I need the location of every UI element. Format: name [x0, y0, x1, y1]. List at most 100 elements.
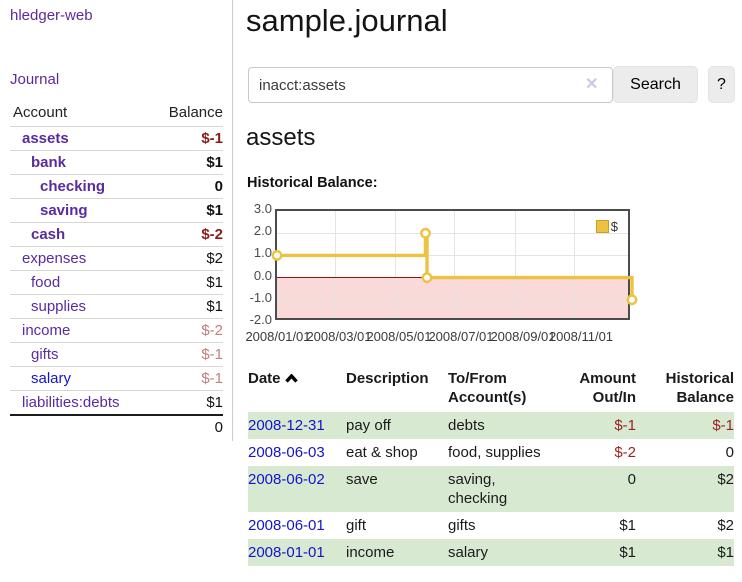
chart-legend: $: [595, 219, 618, 234]
account-link-gifts[interactable]: gifts: [31, 346, 59, 363]
sidebar-item-journal[interactable]: Journal: [10, 71, 60, 88]
y-axis-tick: -2.0: [249, 312, 272, 327]
y-axis-tick: -1.0: [249, 290, 272, 305]
account-balance: $1: [206, 154, 223, 171]
column-header-description: Description: [346, 370, 429, 387]
transaction-balance: $2: [717, 517, 734, 534]
y-axis-tick: 0.0: [253, 268, 272, 283]
x-axis-tick: 2008/09/01: [490, 329, 556, 344]
account-link-checking[interactable]: checking: [40, 178, 106, 195]
account-balance: $1: [206, 274, 223, 291]
account-balance: $1: [206, 394, 223, 411]
app-title-link[interactable]: hledger-web: [10, 7, 93, 24]
accounts-header: Account Balance: [10, 101, 223, 126]
y-axis-tick: 1.0: [253, 245, 272, 260]
account-balance: $-2: [201, 226, 223, 243]
column-header-amount: Amount Out/In: [579, 370, 636, 406]
transaction-description: gift: [346, 517, 367, 534]
search-button[interactable]: Search: [613, 66, 698, 103]
transaction-accounts: salary: [448, 544, 489, 561]
chart-heading: Historical Balance:: [247, 175, 378, 191]
gridline: [277, 255, 628, 256]
y-axis-tick: 3.0: [253, 201, 272, 216]
register-table: Date Description To/From Account(s) Amou…: [248, 365, 734, 566]
register-header-row: Date Description To/From Account(s) Amou…: [248, 365, 734, 412]
transaction-accounts: saving, checking: [448, 471, 508, 507]
gridline: [277, 300, 628, 301]
historical-balance-chart: 3.0 2.0 1.0 0.0 -1.0 -2.0 $ 2008/01/01 2…: [245, 197, 668, 349]
search-input[interactable]: [248, 67, 613, 103]
transaction-amount: $1: [619, 517, 636, 534]
transaction-date-link[interactable]: 2008-12-31: [248, 417, 325, 434]
account-row: checking 0: [10, 174, 223, 198]
accounts-total-row: 0: [10, 414, 223, 439]
transaction-balance: $1: [717, 544, 734, 561]
account-link-expenses[interactable]: expenses: [22, 250, 87, 267]
register-row: 2008-06-02 save saving, checking 0 $2: [248, 466, 734, 512]
account-balance: 0: [214, 178, 223, 195]
account-row: liabilities:debts $1: [10, 390, 223, 414]
transaction-description: save: [346, 471, 378, 488]
transaction-description: eat & shop: [346, 444, 418, 461]
transaction-accounts: food, supplies: [448, 444, 541, 461]
gridline: [395, 211, 396, 318]
accounts-header-balance: Balance: [168, 104, 223, 121]
account-heading: assets: [246, 124, 316, 151]
account-row: food $1: [10, 270, 223, 294]
account-balance: $-1: [201, 370, 223, 387]
account-row: supplies $1: [10, 294, 223, 318]
transaction-date-link[interactable]: 2008-06-03: [248, 444, 325, 461]
gridline: [277, 233, 628, 234]
account-link-saving[interactable]: saving: [40, 202, 88, 219]
column-header-date-label: Date: [248, 370, 281, 387]
register-row: 2008-12-31 pay off debts $-1 $-1: [248, 412, 734, 439]
accounts-header-account: Account: [13, 104, 68, 121]
accounts-panel: Account Balance assets $-1 bank $1 check…: [10, 101, 223, 439]
help-button[interactable]: ?: [708, 66, 735, 103]
transaction-balance: $-1: [712, 417, 734, 434]
chart-plot-area: $: [271, 209, 638, 320]
account-link-bank[interactable]: bank: [31, 154, 67, 171]
transaction-description: income: [346, 544, 395, 561]
transaction-accounts: debts: [448, 417, 485, 434]
gridline: [454, 211, 455, 318]
account-balance: $2: [206, 250, 223, 267]
balance-line-series: [271, 227, 638, 306]
account-link-cash[interactable]: cash: [31, 226, 66, 243]
column-header-balance: Historical Balance: [665, 370, 734, 406]
transaction-amount: $-1: [614, 417, 636, 434]
account-link-supplies[interactable]: supplies: [31, 298, 87, 315]
account-row: expenses $2: [10, 246, 223, 270]
account-balance: $-2: [201, 322, 223, 339]
transaction-amount: $1: [619, 544, 636, 561]
account-link-salary[interactable]: salary: [31, 370, 72, 387]
y-axis-tick: 2.0: [253, 223, 272, 238]
gridline: [574, 211, 575, 318]
x-axis-tick: 2008/11/01: [548, 329, 614, 344]
legend-label: $: [610, 219, 618, 234]
x-axis-tick: 2008/05/01: [366, 329, 432, 344]
clear-search-icon[interactable]: ✕: [585, 76, 599, 93]
transaction-amount: $-2: [614, 444, 636, 461]
transaction-balance: $2: [717, 471, 734, 488]
account-row: income $-2: [10, 318, 223, 342]
x-axis-tick: 2008/03/01: [306, 329, 372, 344]
transaction-date-link[interactable]: 2008-06-02: [248, 471, 325, 488]
account-balance: $-1: [201, 346, 223, 363]
chevron-up-icon: [284, 369, 298, 388]
column-header-date[interactable]: Date: [248, 365, 346, 412]
transaction-date-link[interactable]: 2008-01-01: [248, 544, 325, 561]
account-balance: $-1: [201, 130, 223, 147]
account-balance: $1: [206, 202, 223, 219]
register-row: 2008-06-01 gift gifts $1 $2: [248, 512, 734, 539]
gridline: [515, 211, 516, 318]
account-link-assets[interactable]: assets: [22, 130, 69, 147]
register-row: 2008-06-03 eat & shop food, supplies $-2…: [248, 439, 734, 466]
page-title: sample.journal: [246, 3, 448, 38]
account-link-food[interactable]: food: [31, 274, 61, 291]
account-row: assets $-1: [10, 126, 223, 150]
column-header-accounts: To/From Account(s): [448, 370, 527, 406]
account-link-liabilities-debts[interactable]: liabilities:debts: [22, 394, 120, 411]
transaction-date-link[interactable]: 2008-06-01: [248, 517, 325, 534]
account-link-income[interactable]: income: [22, 322, 71, 339]
